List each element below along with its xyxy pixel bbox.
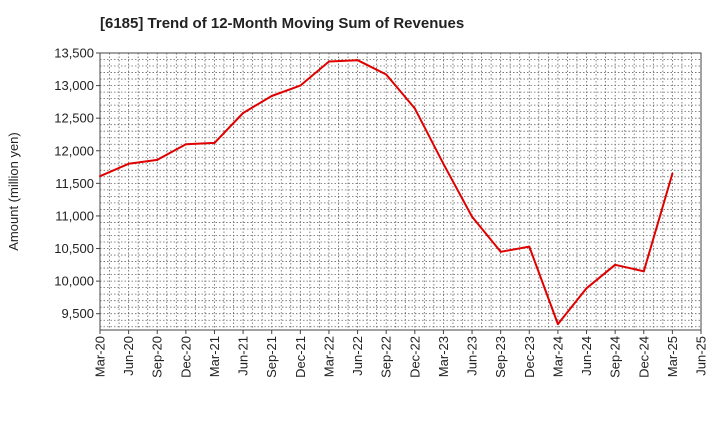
y-tick-label: 12,500 bbox=[54, 111, 94, 126]
data-point bbox=[642, 270, 645, 273]
x-tick-label: Mar-22 bbox=[321, 336, 336, 377]
x-tick-label: Jun-24 bbox=[579, 336, 594, 376]
x-tick-label: Jun-20 bbox=[121, 336, 136, 376]
x-tick-label: Sep-20 bbox=[150, 336, 165, 378]
data-point bbox=[442, 162, 445, 165]
x-tick-label: Dec-22 bbox=[407, 336, 422, 378]
x-tick-label: Mar-25 bbox=[665, 336, 680, 377]
x-tick-label: Mar-24 bbox=[550, 336, 565, 377]
y-tick-label: 11,500 bbox=[55, 176, 94, 191]
plot-area bbox=[100, 53, 701, 330]
y-tick-label: 10,000 bbox=[54, 274, 94, 289]
chart-title: [6185] Trend of 12-Month Moving Sum of R… bbox=[100, 15, 465, 32]
x-tick-label: Dec-24 bbox=[636, 336, 651, 378]
data-point bbox=[99, 175, 101, 178]
x-tick-label: Jun-25 bbox=[694, 336, 709, 376]
x-tick-label: Sep-22 bbox=[379, 336, 394, 378]
y-tick-label: 13,500 bbox=[54, 46, 94, 61]
x-tick-label: Sep-24 bbox=[608, 336, 623, 378]
data-point bbox=[471, 215, 474, 218]
data-point bbox=[156, 158, 159, 161]
data-point bbox=[528, 245, 531, 248]
data-point bbox=[413, 107, 416, 110]
data-point bbox=[270, 95, 273, 98]
y-tick-label: 11,000 bbox=[55, 208, 94, 223]
data-point bbox=[127, 162, 130, 165]
data-point bbox=[556, 323, 559, 326]
y-tick-label: 10,500 bbox=[54, 241, 94, 256]
data-point bbox=[356, 59, 359, 62]
x-tick-label: Sep-21 bbox=[264, 336, 279, 378]
x-tick-label: Jun-21 bbox=[236, 336, 251, 376]
y-tick-label: 9,500 bbox=[61, 306, 94, 321]
data-point bbox=[184, 143, 187, 146]
x-tick-label: Dec-20 bbox=[178, 336, 193, 378]
x-tick-label: Mar-23 bbox=[436, 336, 451, 377]
y-tick-label: 12,000 bbox=[54, 143, 94, 158]
data-point bbox=[242, 111, 245, 114]
data-point bbox=[213, 141, 216, 144]
plot-border bbox=[99, 52, 702, 331]
data-point bbox=[585, 287, 588, 290]
y-tick-label: 13,000 bbox=[54, 78, 94, 93]
data-point bbox=[671, 172, 674, 175]
x-tick-label: Jun-22 bbox=[350, 336, 365, 376]
x-tick-label: Mar-20 bbox=[93, 336, 108, 377]
data-point bbox=[614, 263, 617, 266]
data-point bbox=[299, 84, 302, 87]
data-point bbox=[499, 250, 502, 253]
x-tick-label: Mar-21 bbox=[207, 336, 222, 377]
x-tick-label: Sep-23 bbox=[493, 336, 508, 378]
x-tick-label: Dec-23 bbox=[522, 336, 537, 378]
x-tick-label: Jun-23 bbox=[465, 336, 480, 376]
data-point bbox=[327, 60, 330, 63]
data-point bbox=[385, 73, 388, 76]
x-tick-label: Dec-21 bbox=[293, 336, 308, 378]
y-axis-label: Amount (million yen) bbox=[6, 132, 21, 251]
